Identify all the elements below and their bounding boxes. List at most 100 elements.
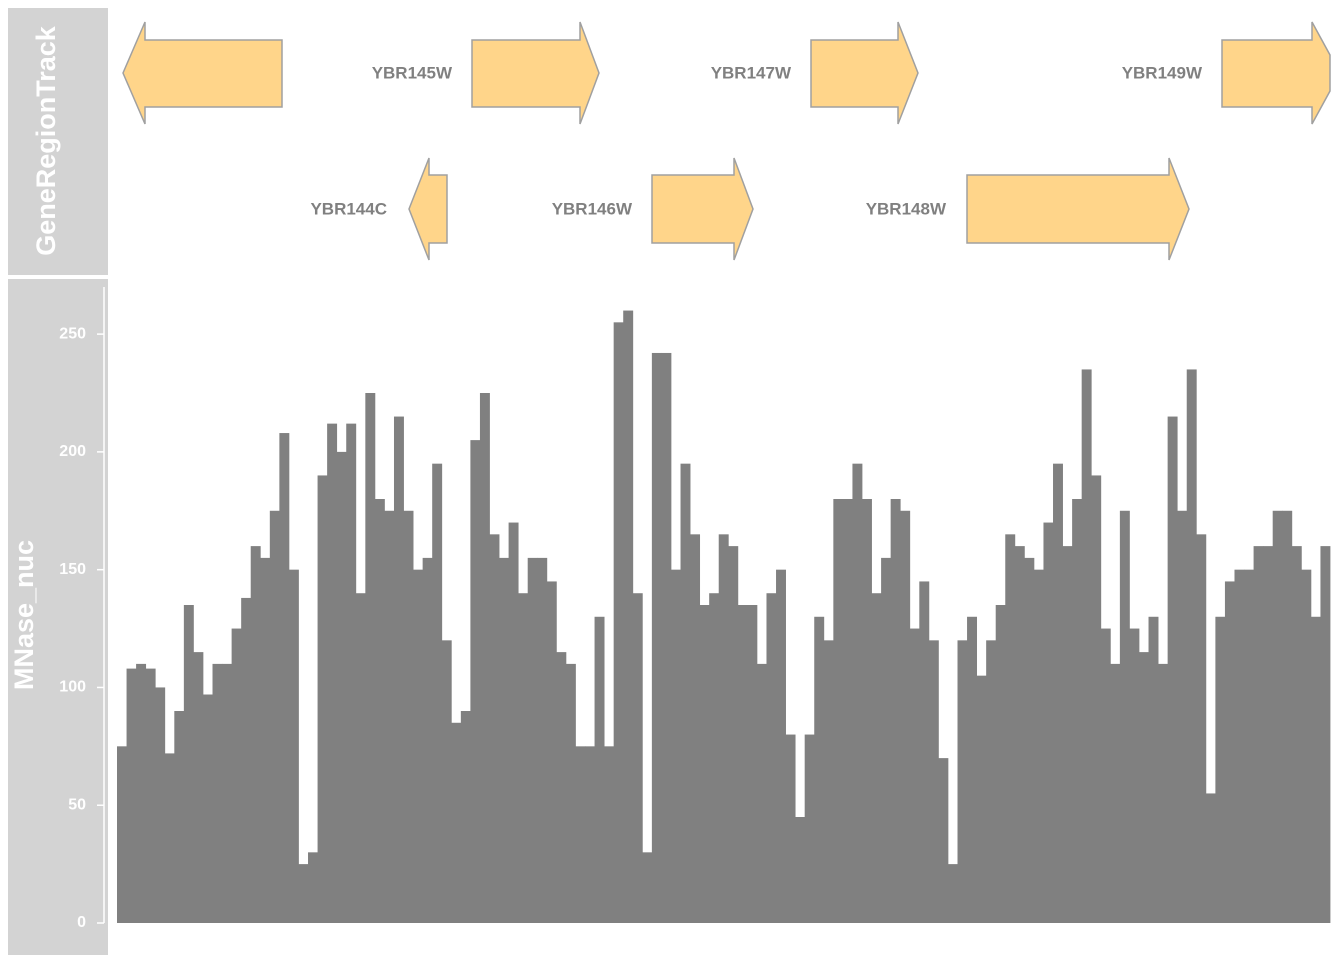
bar [155, 687, 166, 923]
bar [1005, 534, 1016, 923]
gene-arrow [810, 21, 919, 125]
bar [737, 605, 748, 923]
bar [518, 593, 529, 923]
bar [355, 593, 366, 923]
bar [747, 605, 758, 923]
bar [690, 534, 701, 923]
bar [556, 652, 567, 923]
gene-arrow [408, 157, 448, 261]
bar [1014, 546, 1025, 923]
bar [1033, 569, 1044, 923]
bar [374, 499, 385, 923]
bar [537, 557, 548, 923]
bar [145, 668, 156, 923]
bar [1205, 793, 1216, 923]
bar [193, 652, 204, 923]
bar [1072, 499, 1083, 923]
gene-arrow [1221, 21, 1331, 125]
gene-label: YBR144C [310, 199, 387, 218]
gene-label: YBR148W [866, 199, 947, 218]
bar [1081, 369, 1092, 923]
bar [317, 475, 328, 923]
bar [508, 522, 519, 923]
bar [1310, 616, 1321, 923]
bar [823, 640, 834, 923]
gene-track-title: GeneRegionTrack [31, 25, 61, 256]
bar [1100, 628, 1111, 923]
bar [1148, 616, 1159, 923]
bar [1062, 546, 1073, 923]
bar [728, 546, 739, 923]
y-tick-label: 50 [68, 796, 86, 813]
bar [1244, 569, 1254, 923]
bar [174, 711, 185, 923]
bar [403, 510, 414, 923]
bar [288, 569, 299, 923]
bar [527, 557, 538, 923]
bar [212, 663, 223, 923]
bar [451, 722, 462, 923]
bar [422, 557, 433, 923]
bar [852, 463, 863, 923]
bar [260, 557, 271, 923]
bar [499, 557, 509, 923]
y-tick-label: 100 [59, 679, 86, 696]
gene-arrow [122, 21, 283, 125]
bar [642, 852, 653, 923]
bar [279, 433, 290, 923]
bar [117, 746, 127, 923]
bar [957, 640, 968, 923]
bar [928, 640, 939, 923]
bar [833, 499, 844, 923]
bar [1263, 546, 1274, 923]
bar [1053, 463, 1063, 923]
bar [919, 581, 930, 923]
gene-arrow [651, 157, 754, 261]
bar [1224, 581, 1235, 923]
bar [1158, 663, 1169, 923]
bar [460, 711, 471, 923]
bar [1138, 652, 1149, 923]
bar [479, 393, 490, 923]
bar [947, 864, 958, 923]
bar [269, 510, 280, 923]
bar [613, 322, 624, 923]
bar [1215, 616, 1226, 923]
bar [441, 640, 452, 923]
data-track-panel [8, 279, 108, 955]
gene-label: YBR149W [1122, 63, 1203, 82]
gene-arrow [471, 21, 600, 125]
bar [670, 569, 681, 923]
bar [804, 734, 815, 923]
bar [651, 352, 662, 923]
bar [1119, 510, 1130, 923]
bar [881, 557, 892, 923]
bar [1177, 510, 1188, 923]
bar [976, 675, 987, 923]
bar [1043, 522, 1054, 923]
bar [1091, 475, 1102, 923]
y-tick-label: 0 [77, 914, 86, 931]
bar [1024, 557, 1035, 923]
bar [680, 463, 691, 923]
bar [814, 616, 825, 923]
bar [1129, 628, 1140, 923]
bar [766, 593, 777, 923]
bar [585, 746, 595, 923]
bar [1253, 546, 1264, 923]
bar [661, 352, 672, 923]
bar [126, 668, 137, 923]
bar [384, 510, 395, 923]
bar [632, 593, 643, 923]
bar [890, 499, 901, 923]
bar [336, 451, 347, 923]
gene-label: YBR147W [711, 63, 792, 82]
bar [346, 423, 357, 923]
bar [1282, 510, 1293, 923]
bar [986, 640, 997, 923]
bar [183, 605, 194, 923]
bar [365, 393, 376, 923]
bar [575, 746, 586, 923]
bar [136, 663, 147, 923]
bar [1196, 534, 1207, 923]
